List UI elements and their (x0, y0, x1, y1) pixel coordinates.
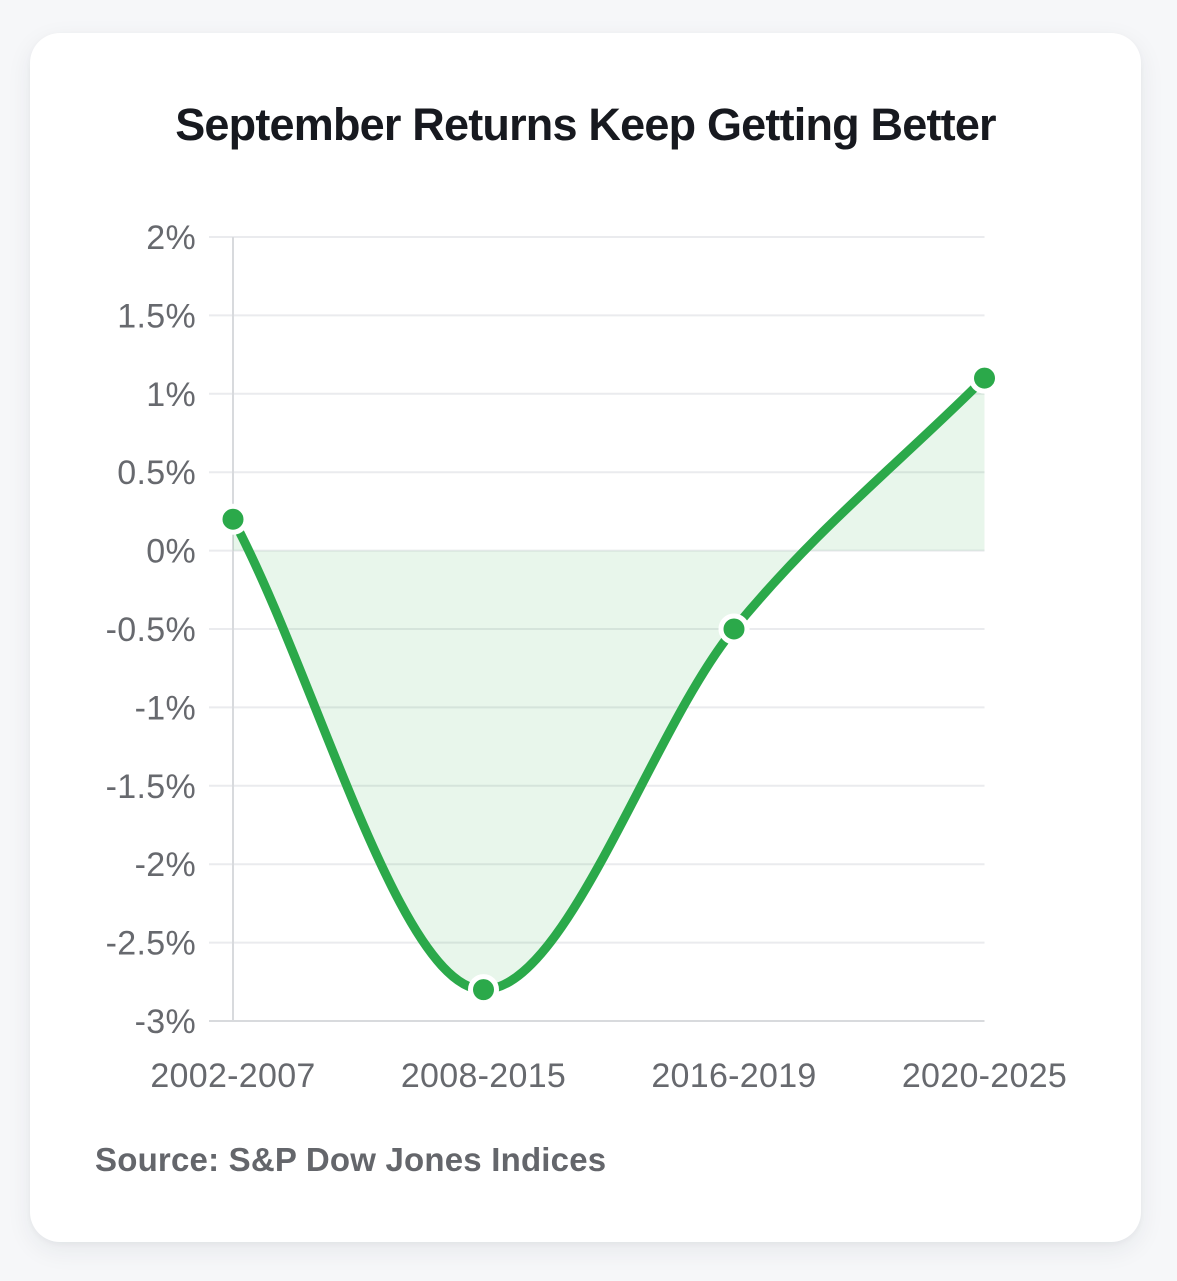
data-point[interactable] (718, 613, 750, 645)
data-point[interactable] (217, 503, 249, 535)
points-layer (217, 362, 1000, 1006)
chart-card: September Returns Keep Getting Better So… (30, 33, 1141, 1242)
chart-title: September Returns Keep Getting Better (175, 99, 996, 150)
data-point[interactable] (969, 362, 1000, 394)
source-note: Source: S&P Dow Jones Indices (95, 1141, 607, 1178)
data-point[interactable] (468, 974, 499, 1006)
